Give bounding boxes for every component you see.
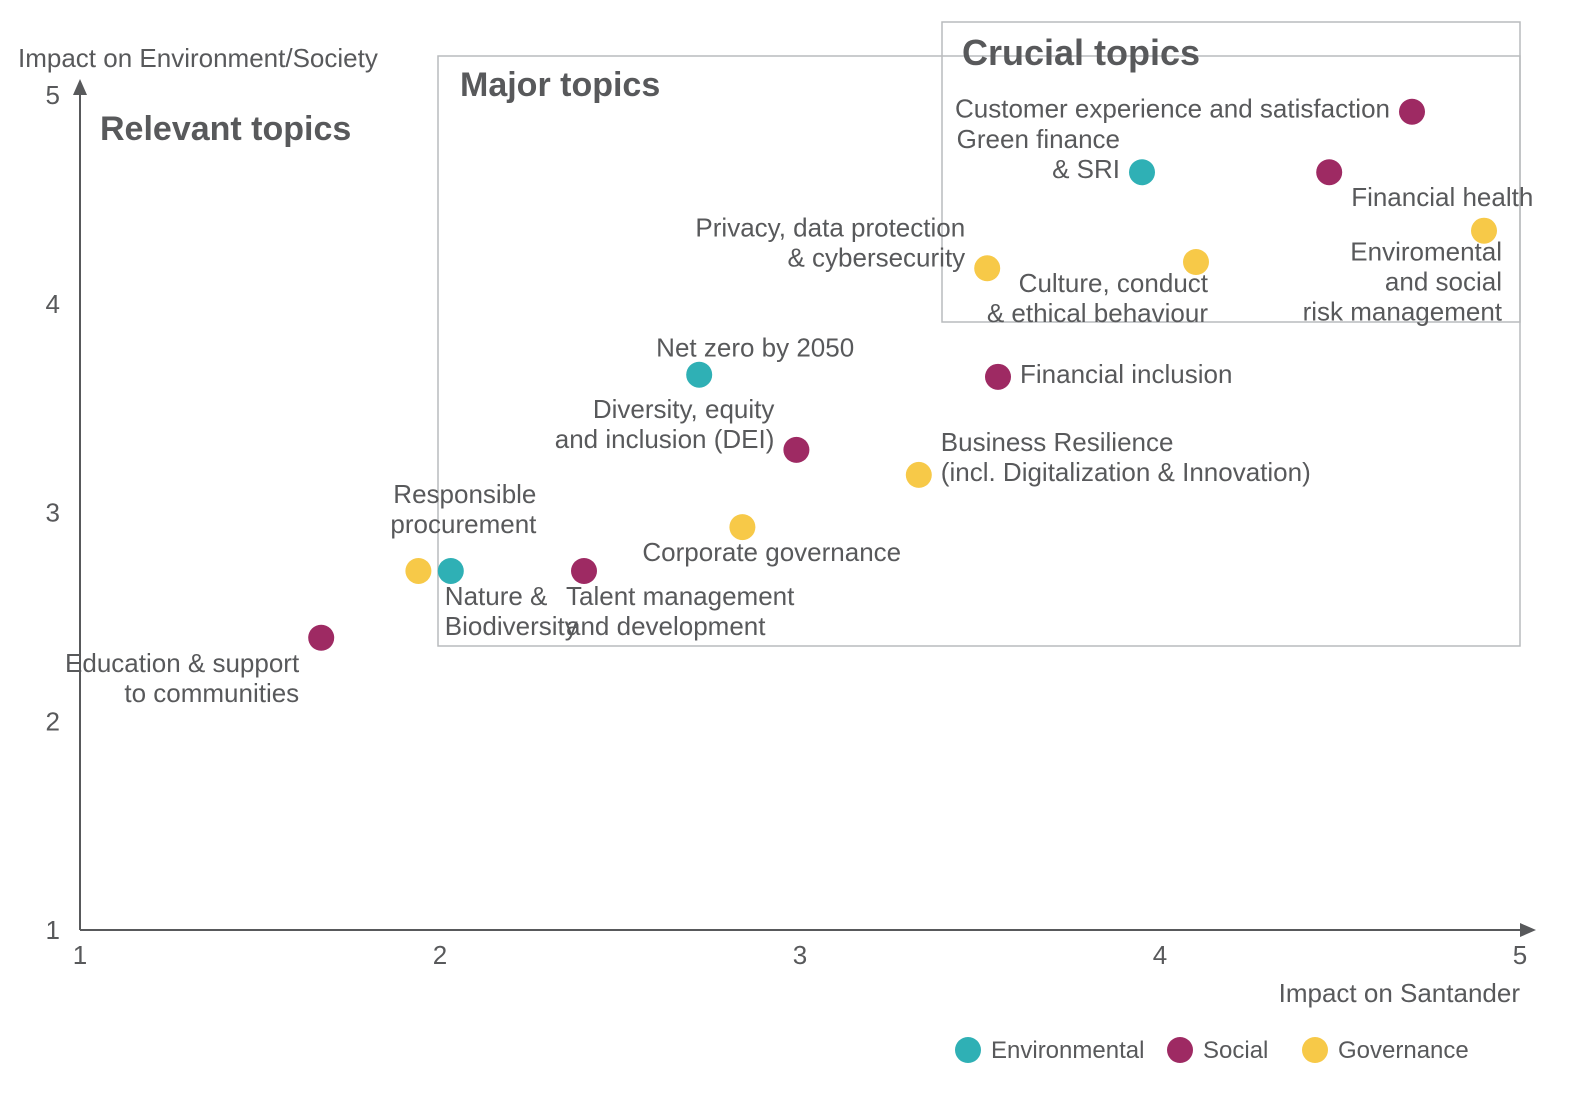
y-tick: 5	[46, 80, 60, 110]
point-label-green-fin: Green finance& SRI	[957, 124, 1120, 184]
legend-swatch-social	[1167, 1037, 1193, 1063]
point-green-fin	[1129, 159, 1155, 185]
region-title: Crucial topics	[962, 32, 1200, 73]
y-tick: 1	[46, 915, 60, 945]
y-axis-label: Impact on Environment/Society	[18, 43, 378, 73]
point-resp-proc	[405, 558, 431, 584]
point-label-line: Talent management	[566, 581, 795, 611]
point-label-line: & SRI	[1052, 154, 1120, 184]
point-label-line: and development	[566, 611, 766, 641]
point-label-line: Financial health	[1351, 182, 1533, 212]
point-label-line: (incl. Digitalization & Innovation)	[941, 457, 1311, 487]
point-dei	[783, 437, 809, 463]
point-label-line: Culture, conduct	[1019, 268, 1209, 298]
point-label-line: procurement	[390, 509, 537, 539]
point-label-nature: Nature &Biodiversity	[445, 581, 578, 641]
point-label-line: Net zero by 2050	[656, 333, 854, 363]
y-tick: 2	[46, 706, 60, 736]
legend-label-social: Social	[1203, 1037, 1268, 1064]
point-label-cust-exp: Customer experience and satisfaction	[955, 94, 1390, 124]
point-edu-comm	[308, 625, 334, 651]
point-label-line: risk management	[1303, 297, 1503, 327]
x-tick: 4	[1153, 940, 1167, 970]
point-label-netzero: Net zero by 2050	[656, 333, 854, 363]
point-label-line: Financial inclusion	[1020, 359, 1232, 389]
x-axis-label: Impact on Santander	[1279, 978, 1521, 1008]
y-tick: 4	[46, 289, 60, 319]
point-label-env-soc-risk: Enviromentaland socialrisk management	[1303, 237, 1503, 327]
point-label-corp-gov: Corporate governance	[642, 537, 901, 567]
x-tick: 2	[433, 940, 447, 970]
point-label-line: Privacy, data protection	[695, 212, 965, 242]
x-axis-arrow	[1520, 923, 1536, 937]
point-label-fin-health: Financial health	[1351, 182, 1533, 212]
point-label-line: Business Resilience	[941, 427, 1174, 457]
point-label-resp-proc: Responsibleprocurement	[390, 479, 537, 539]
legend-swatch-governance	[1302, 1037, 1328, 1063]
point-cust-exp	[1399, 99, 1425, 125]
point-label-fin-incl: Financial inclusion	[1020, 359, 1232, 389]
point-label-line: Responsible	[393, 479, 536, 509]
point-fin-incl	[985, 364, 1011, 390]
legend-swatch-environmental	[955, 1037, 981, 1063]
point-label-line: to communities	[124, 678, 299, 708]
point-label-line: and inclusion (DEI)	[555, 424, 775, 454]
point-fin-health	[1316, 159, 1342, 185]
chart-svg: Relevant topics Major topics Crucial topic…	[0, 0, 1571, 1104]
point-label-dei: Diversity, equityand inclusion (DEI)	[555, 394, 775, 454]
point-label-line: Education & support	[65, 648, 300, 678]
point-label-line: Green finance	[957, 124, 1120, 154]
x-tick: 1	[73, 940, 87, 970]
x-tick: 3	[793, 940, 807, 970]
point-netzero	[686, 362, 712, 388]
legend-label-environmental: Environmental	[991, 1037, 1144, 1064]
region-title: Major topics	[460, 66, 660, 104]
y-axis-arrow	[73, 79, 87, 95]
point-label-line: Enviromental	[1350, 237, 1502, 267]
point-privacy	[974, 255, 1000, 281]
x-tick: 5	[1513, 940, 1527, 970]
point-label-line: Biodiversity	[445, 611, 578, 641]
point-label-bus-res: Business Resilience(incl. Digitalization…	[941, 427, 1311, 487]
point-label-talent: Talent managementand development	[566, 581, 795, 641]
materiality-scatter-chart: Relevant topics Major topics Crucial topic…	[0, 0, 1571, 1104]
point-label-line: and social	[1385, 267, 1502, 297]
point-label-culture: Culture, conduct& ethical behaviour	[987, 268, 1209, 328]
point-label-line: Diversity, equity	[593, 394, 775, 424]
point-label-line: & cybersecurity	[787, 242, 965, 272]
point-bus-res	[906, 462, 932, 488]
region-title: Relevant topics	[100, 110, 351, 148]
point-label-privacy: Privacy, data protection& cybersecurity	[695, 212, 965, 272]
point-label-line: Nature &	[445, 581, 548, 611]
point-label-line: & ethical behaviour	[987, 298, 1208, 328]
point-label-line: Corporate governance	[642, 537, 901, 567]
point-label-edu-comm: Education & supportto communities	[65, 648, 300, 708]
y-tick: 3	[46, 498, 60, 528]
legend-label-governance: Governance	[1338, 1037, 1469, 1064]
point-label-line: Customer experience and satisfaction	[955, 94, 1390, 124]
